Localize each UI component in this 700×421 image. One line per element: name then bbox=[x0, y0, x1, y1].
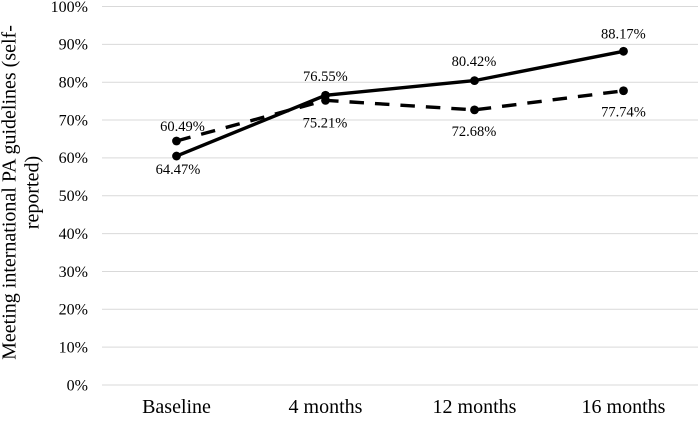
svg-text:80.42%: 80.42% bbox=[452, 54, 497, 70]
svg-text:80%: 80% bbox=[59, 75, 88, 92]
svg-text:60%: 60% bbox=[59, 150, 88, 167]
svg-text:90%: 90% bbox=[59, 37, 88, 54]
svg-text:50%: 50% bbox=[59, 188, 88, 205]
svg-text:76.55%: 76.55% bbox=[303, 69, 348, 85]
svg-text:Baseline: Baseline bbox=[142, 396, 211, 416]
svg-text:77.74%: 77.74% bbox=[601, 105, 646, 121]
svg-text:60.49%: 60.49% bbox=[160, 119, 205, 135]
svg-text:40%: 40% bbox=[59, 226, 88, 243]
svg-text:100%: 100% bbox=[51, 0, 88, 16]
svg-text:20%: 20% bbox=[59, 302, 88, 319]
svg-text:4 months: 4 months bbox=[289, 396, 363, 416]
svg-text:88.17%: 88.17% bbox=[601, 26, 646, 42]
svg-text:16 months: 16 months bbox=[582, 396, 666, 416]
svg-text:reported): reported) bbox=[22, 156, 44, 229]
svg-text:64.47%: 64.47% bbox=[156, 162, 201, 178]
svg-text:72.68%: 72.68% bbox=[452, 124, 497, 140]
svg-text:30%: 30% bbox=[59, 264, 88, 281]
svg-text:0%: 0% bbox=[67, 377, 88, 394]
svg-text:75.21%: 75.21% bbox=[303, 115, 348, 131]
svg-text:70%: 70% bbox=[59, 112, 88, 129]
svg-text:10%: 10% bbox=[59, 339, 88, 356]
svg-text:12 months: 12 months bbox=[433, 396, 517, 416]
svg-text:Meeting international PA guide: Meeting international PA guidelines (sel… bbox=[0, 25, 21, 360]
